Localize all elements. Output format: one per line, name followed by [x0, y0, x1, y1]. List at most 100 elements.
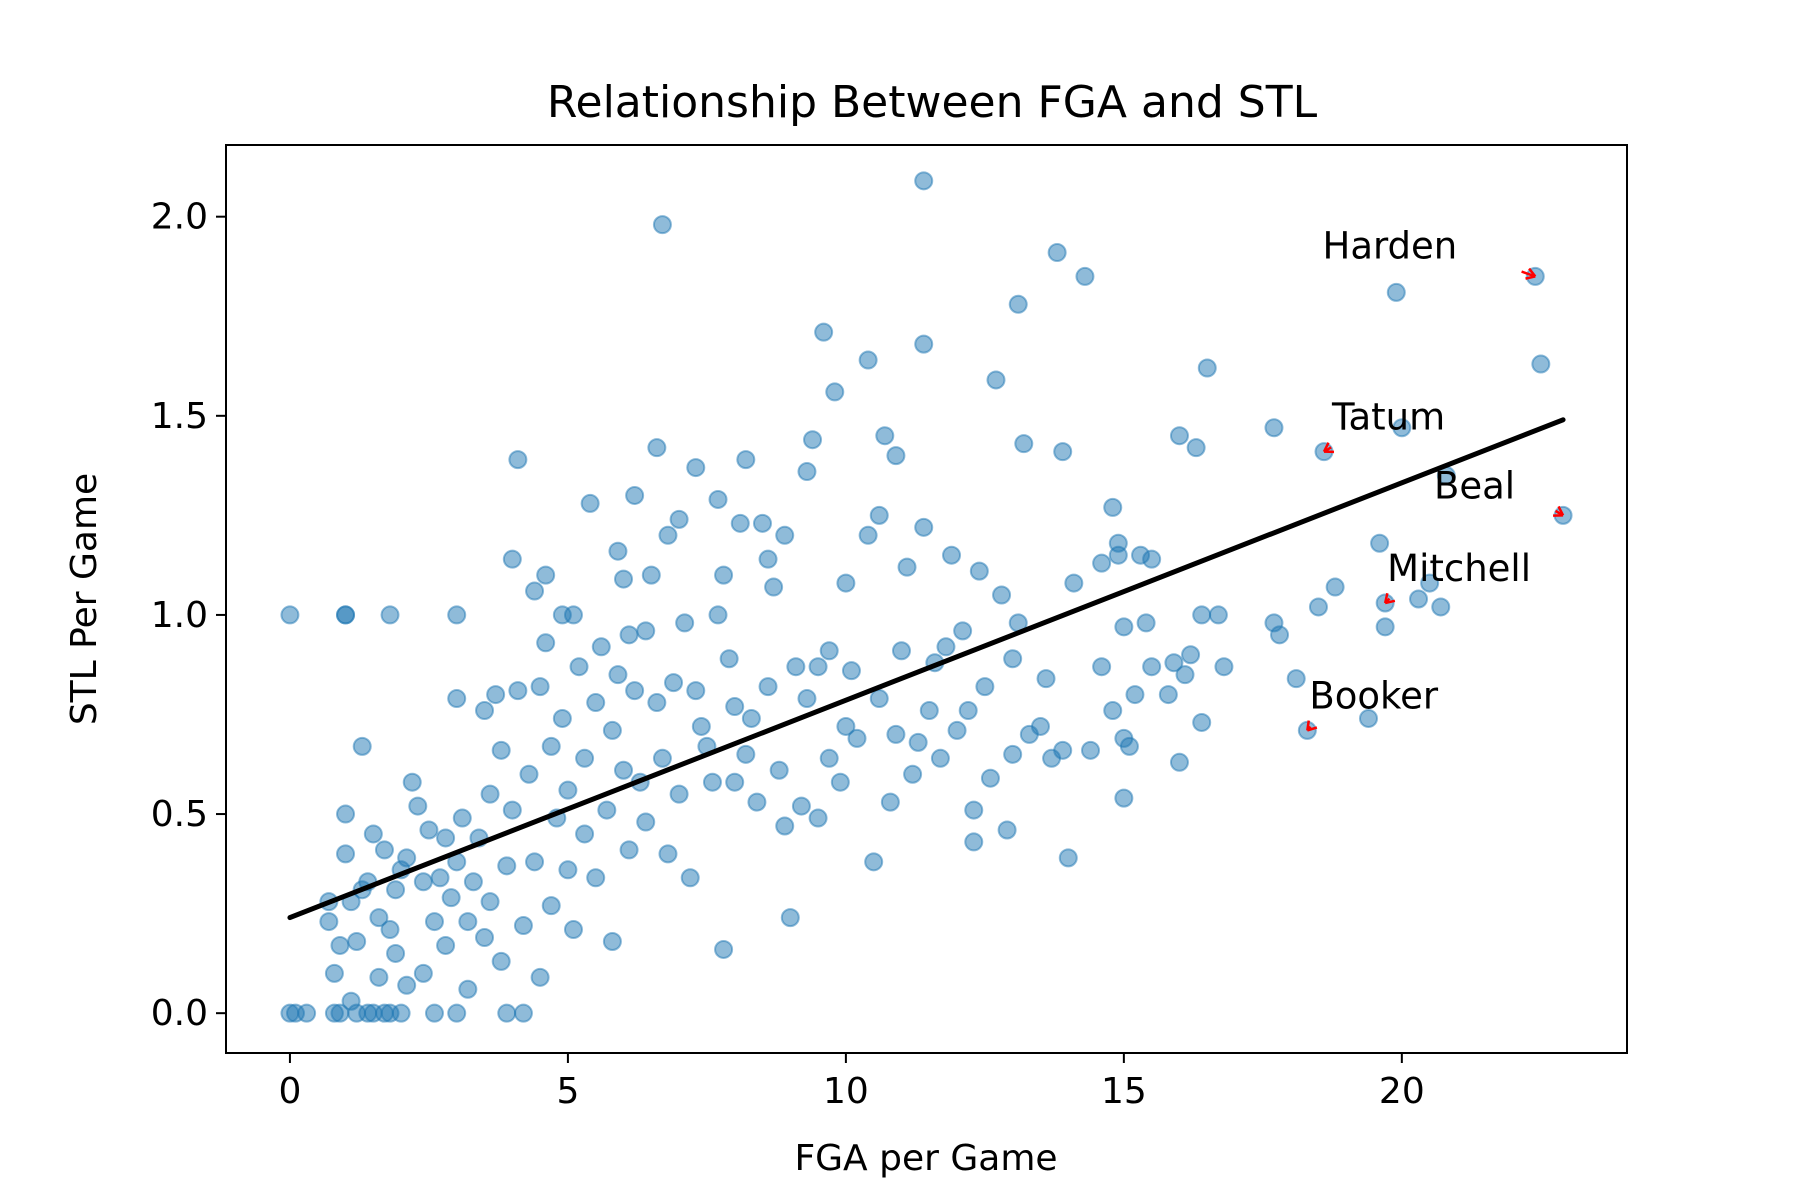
data-point	[1197, 358, 1217, 378]
data-point	[508, 450, 528, 470]
data-point	[652, 748, 672, 768]
data-point	[508, 681, 528, 701]
data-point	[441, 888, 461, 908]
data-point	[858, 350, 878, 370]
data-point	[841, 661, 861, 681]
x-tick-label: 0	[278, 1071, 301, 1112]
data-point	[764, 577, 784, 597]
data-point	[1358, 708, 1378, 728]
data-point	[886, 446, 906, 466]
data-point	[602, 720, 622, 740]
data-point	[675, 613, 695, 633]
data-point	[352, 736, 372, 756]
data-point	[686, 681, 706, 701]
data-point	[1003, 649, 1023, 669]
data-point	[1409, 589, 1429, 609]
annotation-arrowhead	[1557, 505, 1565, 516]
data-point	[980, 768, 1000, 788]
data-point	[886, 724, 906, 744]
data-point	[869, 505, 889, 525]
annotation-label: Beal	[1434, 464, 1515, 507]
data-point	[942, 545, 962, 565]
data-point	[947, 720, 967, 740]
data-point	[363, 824, 383, 844]
data-point	[1103, 701, 1123, 721]
data-point	[1431, 597, 1451, 617]
data-point	[1081, 740, 1101, 760]
data-point	[1158, 685, 1178, 705]
data-point	[424, 1003, 444, 1023]
x-tick-label: 15	[1101, 1071, 1147, 1112]
data-point	[625, 681, 645, 701]
data-point	[803, 430, 823, 450]
data-point	[491, 951, 511, 971]
y-tick-label: 1.0	[151, 595, 208, 636]
annotations: Harden Tatum Beal Mitchell Booker	[1306, 224, 1565, 732]
fit-line	[287, 417, 1566, 921]
data-point	[669, 509, 689, 529]
data-point	[597, 800, 617, 820]
y-axis: 0.0 0.5 1.0 1.5 2.0	[151, 197, 226, 1034]
data-point	[891, 641, 911, 661]
data-point	[736, 744, 756, 764]
data-point	[797, 689, 817, 709]
data-point	[491, 740, 511, 760]
data-point	[964, 832, 984, 852]
data-point	[558, 860, 578, 880]
data-point	[725, 772, 745, 792]
x-axis: 0 5 10 15 20	[278, 1053, 1425, 1112]
data-point	[447, 689, 467, 709]
data-point	[758, 677, 778, 697]
data-point	[408, 796, 428, 816]
data-point	[880, 792, 900, 812]
data-point	[336, 804, 356, 824]
data-point	[708, 489, 728, 509]
data-point	[1175, 665, 1195, 685]
data-point	[747, 792, 767, 812]
annotation-arrowhead	[1322, 442, 1330, 453]
data-point	[541, 896, 561, 916]
x-axis-label: FGA per Game	[794, 1138, 1057, 1179]
data-point	[380, 920, 400, 940]
data-point	[413, 963, 433, 983]
data-point	[969, 561, 989, 581]
data-point	[614, 569, 634, 589]
annotation-label: Harden	[1323, 224, 1458, 267]
data-point	[447, 1003, 467, 1023]
data-point	[936, 637, 956, 657]
x-tick-label: 20	[1379, 1071, 1425, 1112]
x-tick-label: 10	[823, 1071, 869, 1112]
data-point	[808, 808, 828, 828]
data-point	[958, 701, 978, 721]
data-point	[752, 513, 772, 533]
data-point	[702, 772, 722, 792]
data-point	[486, 685, 506, 705]
data-point	[319, 912, 339, 932]
data-point	[297, 1003, 317, 1023]
data-point	[914, 171, 934, 191]
y-tick-label: 2.0	[151, 197, 208, 238]
data-point	[1003, 744, 1023, 764]
data-point	[580, 493, 600, 513]
data-point	[1058, 848, 1078, 868]
annotation-arrowhead	[1383, 592, 1389, 604]
data-point	[336, 605, 356, 625]
y-tick-label: 1.5	[151, 396, 208, 437]
data-point	[836, 716, 856, 736]
y-tick-label: 0.5	[151, 794, 208, 835]
data-point	[502, 549, 522, 569]
data-point	[330, 935, 350, 955]
data-point	[458, 912, 478, 932]
y-tick-label: 0.0	[151, 993, 208, 1034]
annotation-arrowhead	[1306, 720, 1310, 731]
data-point	[791, 796, 811, 816]
data-point	[914, 517, 934, 537]
data-point	[997, 820, 1017, 840]
data-point	[869, 689, 889, 709]
y-axis-label: STL Per Game	[64, 473, 105, 725]
data-point	[736, 450, 756, 470]
data-point	[324, 963, 344, 983]
data-point	[536, 633, 556, 653]
data-point	[1214, 657, 1234, 677]
data-point	[1169, 426, 1189, 446]
